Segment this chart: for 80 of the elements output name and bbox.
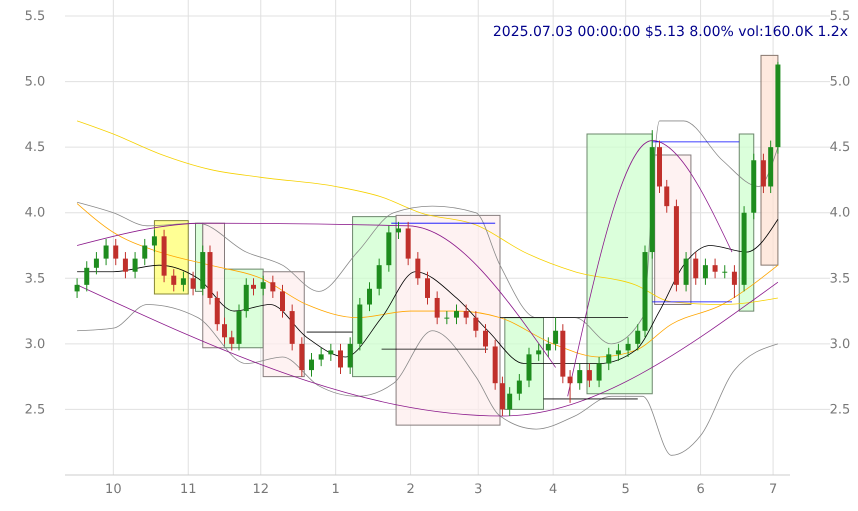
candlestick [434, 290, 440, 325]
candlestick [222, 317, 227, 344]
y2-tick-label: 3.0 [830, 336, 850, 352]
candlestick [152, 229, 157, 253]
x-tick-label: 1 [332, 482, 340, 497]
candlestick [328, 343, 334, 362]
y-tick-label: 5.0 [24, 74, 46, 90]
candlestick [586, 363, 592, 388]
candlestick [280, 284, 285, 318]
text: 2025.07.03 00:00:00 $5.13 8.00% vol:160.0K 1.2x [492, 24, 848, 40]
x-tick-label: 5 [622, 482, 630, 497]
line-series [76, 120, 778, 305]
candlestick [251, 278, 256, 296]
candlestick [415, 252, 420, 286]
candlestick [74, 278, 80, 298]
candlestick [693, 252, 698, 286]
candlestick [626, 336, 631, 358]
y2-tick-label: 4.5 [830, 140, 850, 156]
y-tick-label: 4.5 [24, 140, 46, 156]
x-tick-label: 7 [768, 482, 778, 497]
candlestick [473, 310, 478, 338]
x-tick-label: 10 [105, 482, 122, 497]
candlestick [270, 275, 276, 298]
y2-tick-label: 2.5 [830, 402, 850, 418]
x-tick-label: 4 [549, 482, 558, 497]
y2-tick-label: 3.5 [830, 271, 850, 286]
candlestick [260, 275, 266, 296]
candlestick [122, 252, 128, 279]
candlestick [396, 221, 401, 240]
candlestick [171, 268, 176, 292]
y-tick-label: 3.5 [24, 271, 46, 286]
candlestick [190, 271, 196, 296]
candlestick [606, 347, 612, 371]
y2-tick-label: 4.0 [830, 206, 850, 221]
candlestick [516, 374, 522, 401]
y-tick-label: 3.0 [24, 336, 46, 352]
candlestick [367, 282, 372, 312]
y2-tick-label: 5.5 [830, 9, 850, 24]
candlestick [113, 238, 118, 266]
candlestick [722, 264, 728, 279]
line-series [76, 222, 556, 368]
x-tick-label: 6 [696, 482, 705, 497]
x-tick-label: 2 [406, 482, 415, 497]
candlestick [712, 258, 718, 279]
candlestick [104, 238, 109, 266]
candlestick [142, 238, 148, 266]
x-tick-label: 3 [474, 482, 482, 497]
candlestick [180, 271, 186, 292]
candlestick [483, 324, 488, 354]
candlestick [348, 336, 353, 375]
candlestick [616, 343, 621, 362]
x-tick-label: 11 [180, 482, 197, 497]
candlestick [84, 260, 90, 292]
candlestick [464, 304, 469, 325]
y-tick-label: 4.0 [24, 206, 46, 221]
candlestick [635, 324, 640, 351]
candlestick [454, 304, 459, 325]
candlestick [536, 343, 542, 362]
candlestick [425, 271, 430, 306]
y-tick-label: 2.5 [24, 402, 46, 418]
candlestick [553, 317, 558, 351]
candlestick [507, 386, 512, 416]
candlestick [309, 352, 314, 378]
candlestick [132, 252, 138, 279]
candlestick [546, 336, 551, 358]
candlestick [318, 347, 324, 367]
candlestick [702, 258, 708, 286]
y2-tick-label: 5.0 [830, 74, 850, 90]
x-tick-label: 12 [252, 482, 270, 497]
y-tick-label: 5.5 [24, 9, 46, 24]
candlestick [568, 370, 573, 404]
candlestick [229, 330, 234, 351]
candlestick [338, 343, 343, 375]
candlestick [444, 310, 450, 325]
candlestick [596, 356, 602, 388]
candlestick [376, 258, 382, 296]
candlestick [94, 252, 99, 275]
candlestick [732, 264, 737, 298]
candlestick [664, 179, 670, 214]
candlestick [577, 363, 582, 390]
